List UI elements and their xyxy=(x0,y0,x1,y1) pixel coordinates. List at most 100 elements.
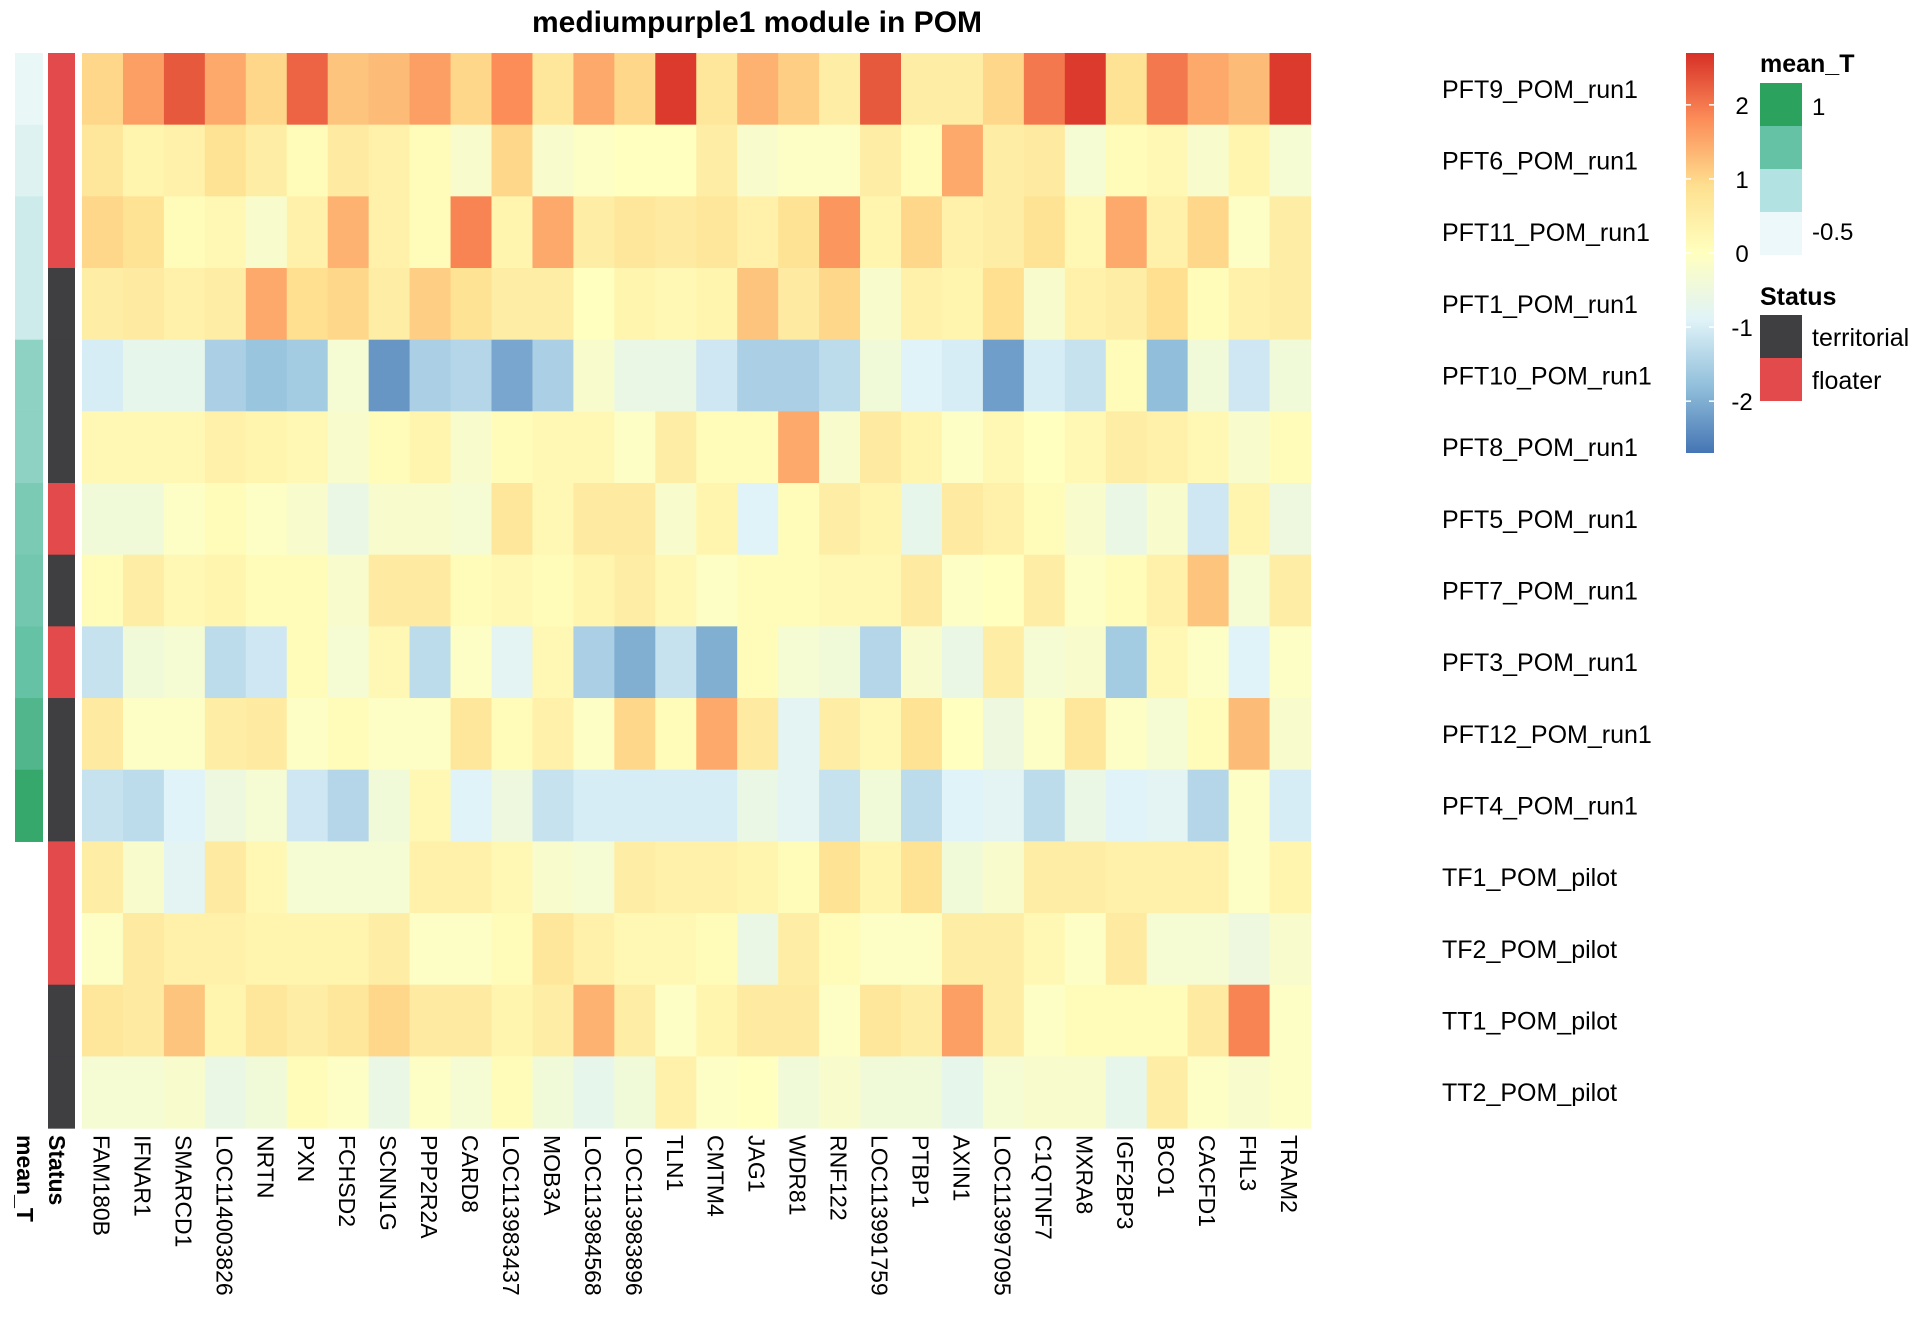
heatmap-cell xyxy=(573,268,615,341)
heatmap-cell xyxy=(941,984,984,1057)
heatmap-cell xyxy=(204,769,247,842)
column-label: TRAM2 xyxy=(1276,1135,1302,1213)
status-cell xyxy=(48,1056,75,1129)
heatmap-cell xyxy=(1023,339,1066,412)
heatmap-cell xyxy=(941,913,984,986)
heatmap-cell xyxy=(737,196,779,269)
heatmap-cell xyxy=(819,626,861,699)
heatmap-cell xyxy=(982,841,1025,914)
heatmap-cell xyxy=(1269,984,1312,1057)
heatmap-cell xyxy=(163,769,206,842)
heatmap-cell xyxy=(573,769,615,842)
heatmap-cell xyxy=(1064,196,1107,269)
heatmap-cell xyxy=(368,53,411,126)
heatmap-cell xyxy=(122,1056,165,1129)
heatmap-cell xyxy=(1023,483,1066,556)
heatmap-cell xyxy=(860,984,902,1057)
heatmap-cell xyxy=(982,483,1025,556)
heatmap-cell xyxy=(573,124,615,197)
heatmap-cell xyxy=(614,626,656,699)
heatmap-cell xyxy=(1187,913,1230,986)
color-legend-label: -1 xyxy=(1731,315,1752,342)
heatmap-cell xyxy=(327,698,370,771)
heatmap-cell xyxy=(368,626,411,699)
status-legend-swatch xyxy=(1760,358,1802,401)
heatmap-cell xyxy=(982,913,1025,986)
mean-t-legend-title: mean_T xyxy=(1760,50,1854,78)
color-legend-label: 0 xyxy=(1735,241,1748,268)
column-label: FCHSD2 xyxy=(334,1135,360,1227)
heatmap-cell xyxy=(286,53,329,126)
heatmap-cell xyxy=(1228,841,1271,914)
heatmap-cell xyxy=(1187,554,1230,627)
heatmap-cell xyxy=(696,483,738,556)
heatmap-cell xyxy=(204,124,247,197)
heatmap-cell xyxy=(778,1056,820,1129)
heatmap-cell xyxy=(1064,1056,1107,1129)
heatmap-cell xyxy=(286,483,329,556)
heatmap-cell xyxy=(286,124,329,197)
column-label: PPP2R2A xyxy=(416,1135,442,1239)
heatmap-cell xyxy=(450,124,493,197)
heatmap-cell xyxy=(368,196,411,269)
heatmap-cell xyxy=(860,483,902,556)
heatmap-cell xyxy=(737,769,779,842)
heatmap-cell xyxy=(491,268,534,341)
heatmap-cell xyxy=(901,841,943,914)
heatmap-cell xyxy=(532,1056,574,1129)
heatmap-cell xyxy=(1146,268,1189,341)
heatmap-cell xyxy=(450,913,493,986)
row-label: PFT11_POM_run1 xyxy=(1442,219,1650,247)
mean-t-cell xyxy=(15,124,43,197)
heatmap-cell xyxy=(737,411,779,484)
heatmap-cell xyxy=(1228,913,1271,986)
heatmap-cell xyxy=(532,984,574,1057)
heatmap-cell xyxy=(982,626,1025,699)
status-cell xyxy=(48,196,75,269)
heatmap-cell xyxy=(696,339,738,412)
heatmap-cell xyxy=(655,339,697,412)
heatmap-cell xyxy=(655,124,697,197)
heatmap-cell xyxy=(286,411,329,484)
heatmap-cell xyxy=(819,268,861,341)
heatmap-cell xyxy=(450,339,493,412)
heatmap-cell xyxy=(245,984,288,1057)
mean-t-cell xyxy=(15,698,43,771)
heatmap-cell xyxy=(1146,913,1189,986)
heatmap-cell xyxy=(737,339,779,412)
row-label: PFT12_POM_run1 xyxy=(1442,721,1652,749)
heatmap-cell xyxy=(614,913,656,986)
heatmap-cell xyxy=(327,411,370,484)
heatmap-cell xyxy=(1187,411,1230,484)
heatmap-cell xyxy=(327,626,370,699)
heatmap-cell xyxy=(245,411,288,484)
heatmap-cell xyxy=(245,554,288,627)
heatmap-cell xyxy=(737,124,779,197)
heatmap-cell xyxy=(614,698,656,771)
heatmap-cell xyxy=(1064,268,1107,341)
column-label: BCO1 xyxy=(1153,1135,1179,1198)
heatmap-cell xyxy=(614,841,656,914)
heatmap-cell xyxy=(982,698,1025,771)
heatmap-cell xyxy=(163,554,206,627)
heatmap-cell xyxy=(1105,483,1148,556)
heatmap-cell xyxy=(1228,124,1271,197)
heatmap-cell xyxy=(163,411,206,484)
heatmap-cell xyxy=(573,913,615,986)
heatmap-cell xyxy=(655,411,697,484)
heatmap-cell xyxy=(941,841,984,914)
heatmap-cell xyxy=(327,53,370,126)
mean-t-cell xyxy=(15,53,43,126)
column-label: CARD8 xyxy=(457,1135,483,1213)
heatmap-cell xyxy=(286,984,329,1057)
heatmap-cell xyxy=(696,268,738,341)
heatmap-cell xyxy=(941,411,984,484)
heatmap-cell xyxy=(655,554,697,627)
heatmap-cell xyxy=(122,196,165,269)
heatmap-cell xyxy=(860,411,902,484)
row-label: PFT3_POM_run1 xyxy=(1442,649,1638,677)
heatmap-cell xyxy=(860,53,902,126)
heatmap-cell xyxy=(1269,913,1312,986)
heatmap-cell xyxy=(778,483,820,556)
heatmap-cell xyxy=(1023,196,1066,269)
